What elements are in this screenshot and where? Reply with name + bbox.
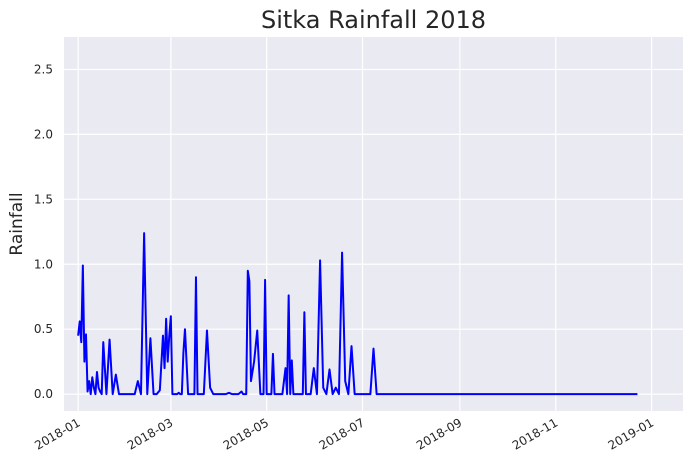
y-axis-label: Rainfall [7, 192, 27, 255]
x-tick-label: 2018-07 [317, 415, 367, 452]
y-tick-label: 0.0 [34, 387, 53, 401]
x-tick-label: 2018-09 [414, 415, 464, 452]
y-tick-label: 0.5 [34, 322, 53, 336]
chart-title: Sitka Rainfall 2018 [261, 6, 486, 34]
x-tick-label: 2018-01 [32, 415, 82, 452]
y-tick-label: 1.5 [34, 192, 53, 206]
y-tick-label: 2.5 [34, 62, 53, 76]
x-tick-label: 2019-01 [606, 415, 656, 452]
y-tick-label: 1.0 [34, 257, 53, 271]
series-line-rainfall [77, 232, 638, 396]
y-tick-label: 2.0 [34, 127, 53, 141]
x-tick-label: 2018-05 [221, 415, 271, 452]
x-tick-label: 2018-11 [510, 415, 560, 452]
x-tick-label: 2018-03 [125, 415, 175, 452]
